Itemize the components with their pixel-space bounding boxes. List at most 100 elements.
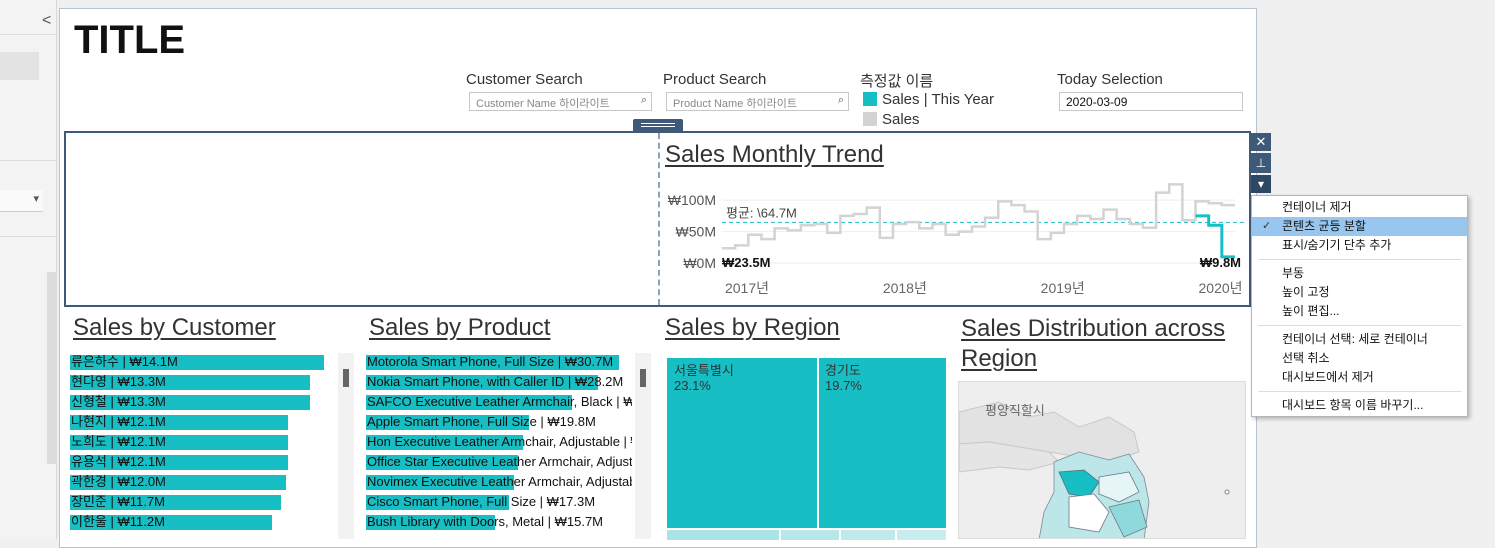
menu-item[interactable]: 높이 고정: [1252, 283, 1467, 302]
product-bar-row[interactable]: SAFCO Executive Leather Armchair, Black …: [366, 394, 632, 411]
customer-bar-row[interactable]: 현다영 | ₩13.3M: [70, 374, 335, 391]
product-bar: [366, 375, 598, 390]
selected-container[interactable]: [64, 131, 1251, 307]
product-bar-row[interactable]: Motorola Smart Phone, Full Size | ₩30.7M: [366, 354, 632, 371]
menu-item[interactable]: 선택 취소: [1252, 349, 1467, 368]
customer-bar: [70, 495, 281, 510]
menu-item[interactable]: 높이 편집...: [1252, 302, 1467, 321]
treemap-cell-small[interactable]: [841, 530, 895, 540]
product-bar: [366, 415, 529, 430]
menu-item[interactable]: 표시/숨기기 단추 추가: [1252, 236, 1467, 255]
treemap-cell-small[interactable]: [897, 530, 946, 540]
left-pane-dropdown[interactable]: ▾: [0, 190, 43, 212]
split-divider[interactable]: [658, 133, 660, 305]
container-move-handle[interactable]: [633, 119, 683, 131]
left-pane-divider: [0, 236, 57, 237]
customer-section-title: Sales by Customer: [73, 314, 276, 341]
pin-button[interactable]: ⊥: [1251, 153, 1271, 173]
x-tick-label: 2019년: [1041, 280, 1085, 296]
customer-bar-row[interactable]: 노희도 | ₩12.1M: [70, 434, 335, 451]
region-section-title: Sales by Region: [665, 314, 840, 341]
average-label: 평균: \64.7M: [726, 205, 797, 220]
product-bar-row[interactable]: Cisco Smart Phone, Full Size | ₩17.3M: [366, 494, 632, 511]
left-pane: < ▾: [0, 0, 57, 539]
product-bar-row[interactable]: Bush Library with Doors, Metal | ₩15.7M: [366, 514, 632, 531]
customer-bar-row[interactable]: 장민준 | ₩11.7M: [70, 494, 335, 511]
today-selection-label: Today Selection: [1057, 71, 1163, 88]
customer-bar-row[interactable]: 유용석 | ₩12.1M: [70, 454, 335, 471]
treemap-cell-small[interactable]: [667, 530, 779, 540]
x-tick-label: 2017년: [725, 280, 769, 296]
legend-item-label: Sales: [882, 111, 920, 128]
menu-item-label: 컨테이너 선택: 세로 컨테이너: [1282, 332, 1428, 346]
customer-bar-label: 장민준 | ₩11.7M: [71, 494, 165, 509]
treemap-cell-small[interactable]: [781, 530, 839, 540]
product-bar-label: Motorola Smart Phone, Full Size | ₩30.7M: [367, 354, 614, 369]
customer-bar: [70, 395, 310, 410]
customer-scrollbar[interactable]: [338, 353, 354, 539]
product-scrollbar[interactable]: [635, 353, 651, 539]
menu-item-label: 대시보드에서 제거: [1282, 370, 1374, 384]
product-bar-row[interactable]: Hon Executive Leather Armchair, Adjustab…: [366, 434, 632, 451]
product-bar-label: Cisco Smart Phone, Full Size | ₩17.3M: [367, 494, 596, 509]
left-pane-selected-item[interactable]: [0, 52, 39, 80]
y-tick-label: ₩100M: [668, 192, 716, 208]
customer-bar-row[interactable]: 곽한경 | ₩12.0M: [70, 474, 335, 491]
customer-bar-row[interactable]: 신형철 | ₩13.3M: [70, 394, 335, 411]
legend-swatch-gray: [863, 112, 877, 126]
treemap-label: 서울특별시: [674, 363, 734, 378]
grip-icon: [641, 126, 675, 127]
left-pane-divider: [0, 160, 57, 161]
map-shapes: [959, 401, 1230, 538]
menu-item[interactable]: 대시보드에서 제거: [1252, 368, 1467, 387]
product-bar-row[interactable]: Office Star Executive Leather Armchair, …: [366, 454, 632, 471]
menu-item[interactable]: ✓ 콘텐츠 균등 분할: [1252, 217, 1467, 236]
x-tick-label: 2018년: [883, 280, 927, 296]
menu-item[interactable]: 컨테이너 선택: 세로 컨테이너: [1252, 330, 1467, 349]
trend-title: Sales Monthly Trend: [665, 141, 884, 168]
product-bar: [366, 355, 619, 370]
menu-item[interactable]: 부동: [1252, 264, 1467, 283]
treemap-cell-gyeonggi[interactable]: 경기도 19.7%: [819, 358, 946, 528]
scrollbar-thumb[interactable]: [343, 369, 349, 387]
customer-bar-label: 나현지 | ₩12.1M: [71, 414, 166, 429]
menu-item-label: 표시/숨기기 단추 추가: [1282, 238, 1392, 252]
series-line-this-year: [1195, 214, 1235, 259]
grip-icon: [641, 123, 675, 124]
product-bar: [366, 455, 518, 470]
product-bar-row[interactable]: Nokia Smart Phone, with Caller ID | ₩28.…: [366, 374, 632, 391]
checkmark-icon: ✓: [1262, 220, 1272, 232]
x-tick-label: 2020년: [1199, 280, 1243, 296]
trend-chart: ₩100M ₩50M ₩0M 2017년 2018년 2019년 2020년 평균: \64.…: [668, 183, 1245, 296]
product-bar-row[interactable]: Novimex Executive Leather Armchair, Adju…: [366, 474, 632, 491]
customer-bar-label: 유용석 | ₩12.1M: [71, 454, 166, 469]
product-bar: [366, 395, 572, 410]
today-selection-input[interactable]: 2020-03-09: [1059, 92, 1243, 111]
menu-item[interactable]: 컨테이너 제거: [1252, 198, 1467, 217]
close-button[interactable]: ✕: [1251, 133, 1271, 151]
end-value-label: ₩9.8M: [1200, 255, 1241, 270]
treemap-cell-seoul[interactable]: 서울특별시 23.1%: [667, 358, 817, 528]
left-pane-scrollbar[interactable]: [47, 272, 57, 464]
product-search-input[interactable]: Product Name 하이라이트 ⌕: [666, 92, 849, 111]
menu-item-label: 대시보드 항목 이름 바꾸기...: [1282, 398, 1424, 412]
customer-bar-row[interactable]: 류은하수 | ₩14.1M: [70, 354, 335, 371]
y-tick-label: ₩0M: [683, 255, 716, 271]
region-map[interactable]: 평양직할시: [958, 381, 1246, 539]
customer-bar-row[interactable]: 나현지 | ₩12.1M: [70, 414, 335, 431]
customer-search-input[interactable]: Customer Name 하이라이트 ⌕: [469, 92, 652, 111]
product-bar-list: Motorola Smart Phone, Full Size | ₩30.7M…: [366, 354, 632, 539]
customer-bar-label: 노희도 | ₩12.1M: [71, 434, 166, 449]
more-options-button[interactable]: ▾: [1251, 175, 1271, 193]
search-icon: ⌕: [640, 94, 647, 106]
customer-bar-row[interactable]: 이한울 | ₩11.2M: [70, 514, 335, 531]
scrollbar-thumb[interactable]: [640, 369, 646, 387]
product-bar-row[interactable]: Apple Smart Phone, Full Size | ₩19.8M: [366, 414, 632, 431]
menu-item[interactable]: 대시보드 항목 이름 바꾸기...: [1252, 396, 1467, 415]
legend-swatch-teal: [863, 92, 877, 106]
menu-separator: [1258, 325, 1461, 326]
treemap-value: 19.7%: [825, 378, 862, 393]
customer-bar: [70, 435, 288, 450]
map-city-label: 평양직할시: [985, 403, 1045, 418]
collapse-pane-icon[interactable]: <: [42, 12, 52, 29]
